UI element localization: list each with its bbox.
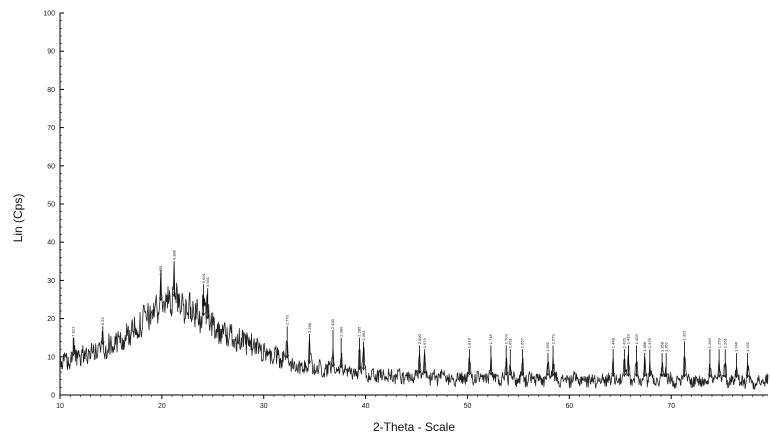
- peak-label: 2.263: [361, 330, 366, 341]
- peak-arrow: [660, 373, 664, 378]
- x-tick-label: 60: [565, 403, 573, 410]
- y-tick-label: 0: [51, 393, 55, 400]
- peak-label: 2.390: [338, 326, 343, 337]
- x-axis: 10 20 30 40 50 60 70: [56, 394, 768, 410]
- peak-arrow: [205, 315, 210, 320]
- peak-arrow: [339, 364, 344, 369]
- peak-label: 1.379: [647, 337, 652, 348]
- peak-arrow: [361, 366, 366, 371]
- peak-arrow: [682, 373, 687, 378]
- y-tick-label: 100: [43, 11, 55, 18]
- peak-arrow: [642, 373, 647, 378]
- peak-label: 1.579: [550, 334, 555, 345]
- peak-label: 1.388: [642, 341, 647, 352]
- y-axis-title: Lin (Cps): [11, 194, 25, 243]
- peak-label: 1.231: [745, 341, 750, 352]
- peak-arrow: [622, 373, 627, 377]
- y-tick-label: 90: [47, 49, 55, 56]
- peak-label: 3.631: [205, 276, 210, 287]
- peak-arrow: [504, 372, 509, 376]
- peak-label: 1.591: [545, 341, 550, 352]
- peak-label: 1.448: [610, 337, 615, 348]
- peak-label: 1.703: [503, 334, 508, 345]
- peak-arrow: [611, 373, 616, 377]
- x-tick-label: 70: [667, 403, 675, 410]
- peak-label: 1.351: [663, 341, 668, 352]
- y-tick-label: 40: [47, 240, 55, 247]
- y-tick-label: 50: [47, 202, 55, 209]
- x-tick-label: 30: [260, 403, 268, 410]
- y-tick-label: 70: [47, 125, 55, 132]
- y-tick-label: 30: [47, 278, 55, 285]
- peak-label: 1.748: [488, 334, 493, 345]
- y-tick-label: 10: [47, 354, 55, 361]
- peak-arrow: [723, 374, 728, 378]
- peak-label: 3.691: [201, 272, 206, 283]
- peak-arrow: [417, 370, 422, 374]
- peak-label: 2.770: [284, 314, 289, 325]
- peak-markers: 7.821 6.23 4.455 4.188 3.691 3.631 2.770 2.598 2…: [70, 250, 750, 379]
- x-tick-label: 50: [464, 403, 472, 410]
- peak-arrow: [357, 366, 362, 371]
- peak-label: 2.598: [307, 322, 312, 333]
- x-tick-label: 10: [56, 403, 64, 410]
- peak-label: 2.285: [357, 326, 362, 337]
- x-tick-label: 40: [362, 403, 370, 410]
- peak-label: 1.270: [716, 337, 721, 348]
- peak-label: 1.261: [722, 337, 727, 348]
- peak-label: 4.455: [158, 265, 163, 276]
- peak-arrow: [100, 341, 105, 346]
- peak-label: 1.691: [508, 337, 513, 348]
- peak-arrow: [520, 372, 525, 377]
- x-axis-title: 2-Theta - Scale: [373, 420, 455, 434]
- y-axis: 0 10 20 30 40 50 60 70 80 90 100: [43, 11, 64, 400]
- peak-label: 1.979: [422, 337, 427, 348]
- peak-arrow: [422, 370, 427, 374]
- peak-arrow: [717, 374, 721, 378]
- peak-label: 2.000: [417, 334, 422, 345]
- peak-arrow: [664, 373, 668, 378]
- peak-arrow: [489, 371, 493, 376]
- y-tick-label: 80: [47, 87, 55, 94]
- x-tick-label: 20: [158, 403, 166, 410]
- peak-label: 1.403: [634, 334, 639, 345]
- peak-arrow: [708, 373, 712, 378]
- peak-label: 1.426: [622, 337, 627, 348]
- peak-label: 1.283: [707, 337, 712, 348]
- peak-arrow: [634, 373, 639, 378]
- peak-label: 1.418: [626, 334, 631, 345]
- peak-arrow: [71, 352, 76, 357]
- peak-arrow: [467, 371, 472, 376]
- peak-label: 4.188: [171, 250, 176, 261]
- peak-arrow: [647, 373, 652, 378]
- peak-arrow: [745, 374, 750, 379]
- peak-arrow: [626, 373, 631, 377]
- y-tick-label: 20: [47, 316, 55, 323]
- peak-label: 1.358: [659, 341, 664, 352]
- peak-label: 2.440: [330, 318, 335, 329]
- peak-label: 1.322: [682, 330, 687, 341]
- y-tick-label: 60: [47, 163, 55, 170]
- peak-arrow: [546, 372, 550, 377]
- peak-arrow: [285, 354, 290, 359]
- peak-arrow: [201, 312, 206, 317]
- peak-arrow: [551, 372, 555, 377]
- peak-label: 1.657: [520, 337, 525, 348]
- peak-arrow: [734, 374, 739, 379]
- peak-arrow: [307, 360, 312, 365]
- peak-arrow: [508, 372, 513, 376]
- peak-arrow: [172, 293, 176, 298]
- peak-label: 1.246: [734, 341, 739, 352]
- peak-arrow: [331, 363, 335, 368]
- peak-label: 6.23: [100, 317, 105, 326]
- peak-label: 7.821: [70, 326, 75, 337]
- peak-arrow: [158, 297, 163, 302]
- peak-label: 1.816: [467, 337, 472, 348]
